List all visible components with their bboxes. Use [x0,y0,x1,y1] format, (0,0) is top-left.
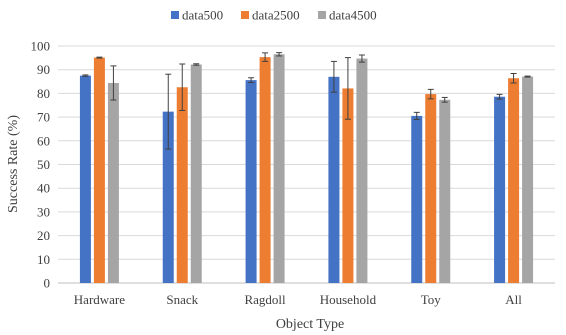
x-tick-label: Household [320,292,377,307]
legend-swatch-data500 [171,11,179,19]
bars [79,54,534,284]
y-tick-label: 0 [44,276,51,291]
bar-data500-ragdoll [245,80,257,284]
y-tick-labels: 0 10 20 30 40 50 60 70 80 90 100 [31,39,51,291]
gridlines [58,45,555,284]
bar-data2500-household [342,88,354,283]
error-bars [82,52,531,150]
bar-data2500-ragdoll [259,57,271,283]
x-axis-title: Object Type [276,317,344,332]
bar-data4500-all [522,76,534,283]
legend-label: data4500 [329,8,377,23]
x-tick-label: All [505,292,522,307]
bar-data2500-hardware [93,57,105,283]
bar-data4500-household [356,58,368,283]
legend-label: data2500 [252,8,300,23]
y-tick-label: 60 [37,133,50,148]
y-tick-label: 30 [37,204,50,219]
bar-data500-all [494,96,506,283]
y-axis-title: Success Rate (%) [6,115,21,213]
legend-swatch-data2500 [241,11,249,19]
bar-data4500-toy [439,99,451,283]
y-tick-label: 50 [37,157,50,172]
y-tick-label: 90 [37,62,50,77]
x-tick-label: Toy [421,292,442,307]
bar-data2500-all [508,78,520,284]
bar-data2500-snack [176,87,188,283]
x-tick-label: Hardware [74,292,125,307]
y-tick-label: 70 [37,110,50,125]
bar-data500-snack [162,111,174,283]
bar-data500-toy [411,115,423,283]
chart-legend: data500 data2500 data4500 [171,8,377,23]
bar-data4500-hardware [107,82,119,283]
bar-data500-household [328,76,340,283]
legend-swatch-data4500 [318,11,326,19]
y-tick-label: 10 [37,252,50,267]
bar-data4500-ragdoll [273,54,285,283]
y-tick-label: 100 [31,39,51,54]
legend-label: data500 [182,8,223,23]
y-tick-label: 80 [37,86,50,101]
x-tick-labels: Hardware Snack Ragdoll Household Toy All [74,292,522,307]
bar-data2500-toy [425,94,437,284]
bar-data500-hardware [79,75,91,283]
x-tick-label: Snack [166,292,198,307]
x-tick-label: Ragdoll [244,292,286,307]
y-tick-label: 20 [37,228,50,243]
y-tick-label: 40 [37,181,50,196]
bar-data4500-snack [190,64,202,284]
